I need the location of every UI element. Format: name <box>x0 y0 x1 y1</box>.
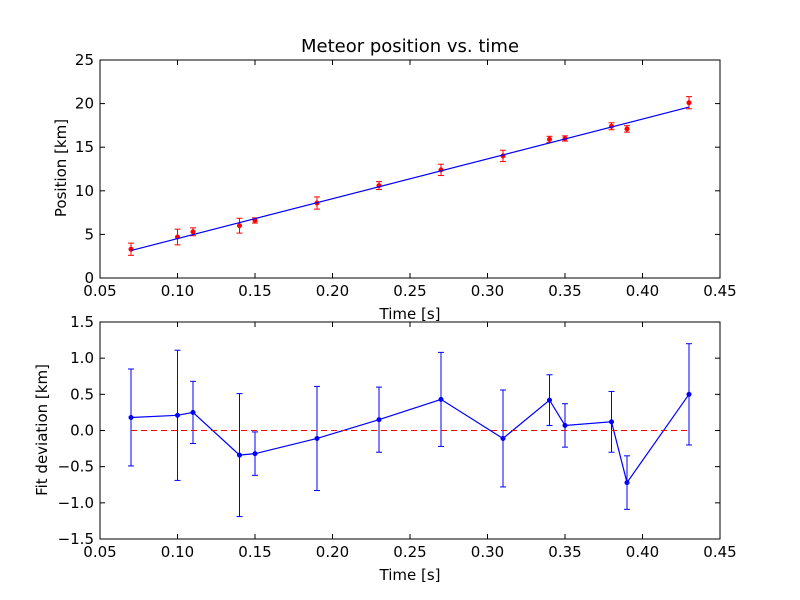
data-point <box>252 451 258 457</box>
top-x-tick-label: 0.25 <box>393 282 426 300</box>
bottom-axis-ticks: 0.05 0.10 0.15 0.20 0.25 0.30 0.35 0.40 0.45 −1.5… <box>58 313 737 561</box>
data-point <box>686 100 692 106</box>
top-y-axis-label: Position [km] <box>52 119 70 217</box>
bottom-x-tick-label: 0.15 <box>238 543 271 561</box>
top-x-tick-label: 0.20 <box>316 282 349 300</box>
bottom-y-tick-label: 1.5 <box>70 313 94 331</box>
bottom-x-tick-label: 0.35 <box>548 543 581 561</box>
bottom-x-tick-label: 0.45 <box>703 543 736 561</box>
top-y-tick-label: 25 <box>75 51 94 69</box>
data-point <box>190 229 196 235</box>
bottom-x-tick-label: 0.30 <box>471 543 504 561</box>
chart-title: Meteor position vs. time <box>301 36 519 57</box>
top-x-tick-label: 0.40 <box>626 282 659 300</box>
data-point <box>128 246 134 252</box>
bottom-x-tick-label: 0.10 <box>161 543 194 561</box>
data-point <box>174 412 181 418</box>
bottom-x-tick-label: 0.20 <box>316 543 349 561</box>
top-y-tick-label: 5 <box>84 225 94 243</box>
top-plot-marks <box>128 96 692 256</box>
deviation-line <box>130 393 690 484</box>
data-point <box>624 126 630 132</box>
position-chart: Meteor position vs. time Time [s] Positi… <box>52 36 737 323</box>
bottom-y-axis-label: Fit deviation [km] <box>33 364 51 496</box>
top-axis-ticks: 0.05 0.10 0.15 0.20 0.25 0.30 0.35 0.40 0.45 0 5 10… <box>75 51 737 300</box>
data-point <box>562 422 568 428</box>
bottom-plot-frame <box>99 321 721 540</box>
bottom-y-tick-label: −1.5 <box>58 530 94 548</box>
top-y-tick-label: 20 <box>75 95 94 113</box>
data-point <box>190 409 196 415</box>
top-y-tick-label: 10 <box>75 182 94 200</box>
bottom-x-axis-label: Time [s] <box>379 566 441 584</box>
bottom-y-tick-label: −1.0 <box>58 494 94 512</box>
data-point <box>236 452 243 458</box>
bottom-y-tick-label: 0.0 <box>70 422 94 440</box>
top-y-tick-label: 0 <box>84 269 94 287</box>
data-point <box>624 480 630 486</box>
data-point <box>314 435 320 442</box>
bottom-y-tick-label: 0.5 <box>70 385 94 403</box>
data-point <box>546 397 553 403</box>
bottom-x-tick-label: 0.40 <box>626 543 659 561</box>
bottom-x-tick-label: 0.05 <box>83 543 116 561</box>
deviation-chart: Time [s] Fit deviation [km] 0.05 0.10 0.15… <box>33 313 737 584</box>
top-x-tick-label: 0.35 <box>548 282 581 300</box>
data-point <box>686 391 692 397</box>
data-point <box>438 396 444 402</box>
bottom-x-tick-label: 0.25 <box>393 543 426 561</box>
top-x-tick-label: 0.45 <box>703 282 736 300</box>
top-x-tick-label: 0.15 <box>238 282 271 300</box>
top-plot-frame <box>99 59 721 279</box>
top-x-axis-label: Time [s] <box>379 305 441 323</box>
data-point <box>128 414 134 421</box>
data-point <box>236 223 243 229</box>
data-point <box>376 417 382 423</box>
bottom-y-tick-label: 1.0 <box>70 349 94 367</box>
top-x-tick-label: 0.05 <box>83 282 116 300</box>
fit-line <box>130 106 690 252</box>
data-point <box>500 435 506 442</box>
top-x-tick-label: 0.10 <box>161 282 194 300</box>
bottom-y-tick-label: −0.5 <box>58 458 94 476</box>
data-point <box>546 136 553 142</box>
top-x-tick-label: 0.30 <box>471 282 504 300</box>
top-y-tick-label: 15 <box>75 138 94 156</box>
data-point <box>608 419 615 425</box>
bottom-plot-marks <box>128 343 692 518</box>
